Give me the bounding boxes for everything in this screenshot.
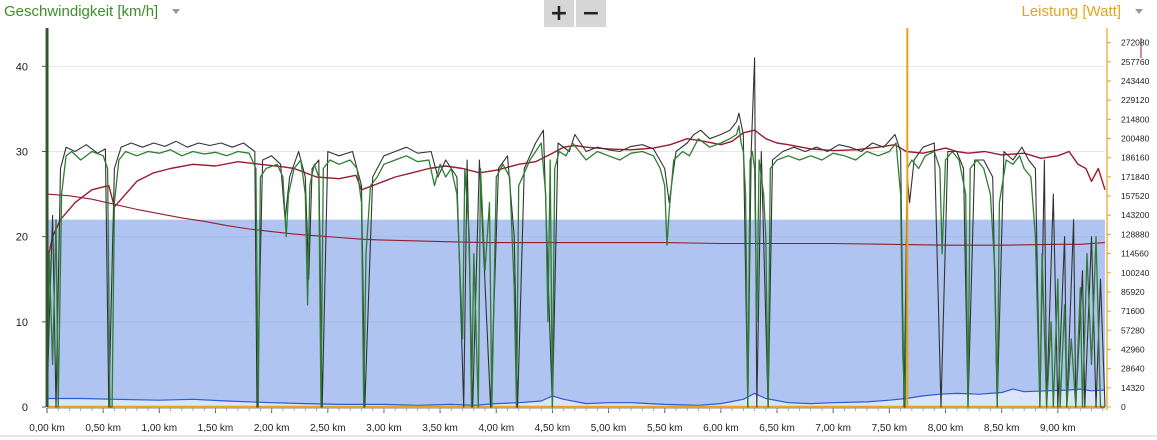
- x-tick-label: 3,00 km: [366, 423, 402, 434]
- right-tick-label: 100240: [1121, 268, 1150, 278]
- right-tick-label: 14320: [1121, 383, 1145, 393]
- x-tick-label: 3,50 km: [422, 423, 458, 434]
- x-tick-label: 4,50 km: [535, 423, 571, 434]
- right-tick-label: 57280: [1121, 325, 1145, 335]
- right-tick-label: 243440: [1121, 76, 1150, 86]
- x-tick-label: 5,50 km: [647, 423, 683, 434]
- right-axis-title-label: Leistung [Watt]: [1021, 3, 1122, 20]
- right-tick-label: 272080: [1121, 38, 1150, 48]
- right-axis-title[interactable]: Leistung [Watt]: [1021, 3, 1143, 20]
- right-tick-label: 171840: [1121, 172, 1150, 182]
- heart-line: [46, 129, 1106, 263]
- right-tick-label: 200480: [1121, 134, 1150, 144]
- right-tick-label: 157520: [1121, 191, 1150, 201]
- right-tick-label: 186160: [1121, 153, 1150, 163]
- chevron-down-icon[interactable]: [172, 9, 181, 14]
- x-tick-label: 1,00 km: [142, 423, 178, 434]
- zoom-in-button[interactable]: +: [544, 0, 574, 27]
- right-tick-label: 229120: [1121, 95, 1150, 105]
- zoom-out-button[interactable]: −: [576, 0, 606, 27]
- zoom-controls: + −: [544, 0, 606, 27]
- left-axis-title[interactable]: Geschwindigkeit [km/h]: [4, 3, 181, 20]
- x-tick-label: 7,00 km: [815, 423, 851, 434]
- left-tick-label: 10: [16, 317, 28, 329]
- left-tick-label: 40: [16, 61, 28, 73]
- x-tick-label: 6,00 km: [703, 423, 739, 434]
- chevron-down-icon[interactable]: [1135, 9, 1143, 14]
- speed-line: [46, 125, 1105, 408]
- x-tick-label: 2,50 km: [310, 423, 346, 434]
- right-tick-label: 85920: [1121, 287, 1145, 297]
- x-tick-label: 8,00 km: [928, 423, 964, 434]
- x-tick-label: 4,00 km: [478, 423, 514, 434]
- x-tick-label: 7,50 km: [872, 423, 908, 434]
- x-tick-label: 2,00 km: [254, 423, 290, 434]
- area-base-fill: [47, 389, 1105, 407]
- heart-descending-line: [46, 193, 1106, 246]
- right-tick-label: 28640: [1121, 364, 1145, 374]
- right-tick-label: 257760: [1121, 57, 1150, 67]
- x-tick-label: 1,50 km: [198, 423, 234, 434]
- left-tick-label: 30: [16, 146, 28, 158]
- x-tick-label: 0,00 km: [29, 423, 65, 434]
- left-tick-label: 20: [16, 232, 28, 244]
- x-tick-label: 0,50 km: [85, 423, 121, 434]
- right-tick-label: 114560: [1121, 249, 1149, 259]
- left-axis-title-label: Geschwindigkeit [km/h]: [4, 3, 159, 20]
- x-tick-label: 8,50 km: [984, 423, 1020, 434]
- left-tick-label: 0: [22, 402, 28, 414]
- right-tick-label: 71600: [1121, 306, 1145, 316]
- x-tick-label: 6,50 km: [759, 423, 795, 434]
- right-tick-label: 0: [1121, 402, 1126, 412]
- right-tick-label: 42960: [1121, 344, 1145, 354]
- right-tick-label: 214800: [1121, 114, 1150, 124]
- x-tick-label: 9,00 km: [1040, 423, 1076, 434]
- speed-dark-line: [46, 57, 1106, 408]
- right-tick-label: 143200: [1121, 210, 1150, 220]
- area-base-line: [47, 388, 1106, 406]
- right-tick-label: 128880: [1121, 229, 1150, 239]
- x-tick-label: 5,00 km: [591, 423, 627, 434]
- highlight-band: [47, 219, 1105, 407]
